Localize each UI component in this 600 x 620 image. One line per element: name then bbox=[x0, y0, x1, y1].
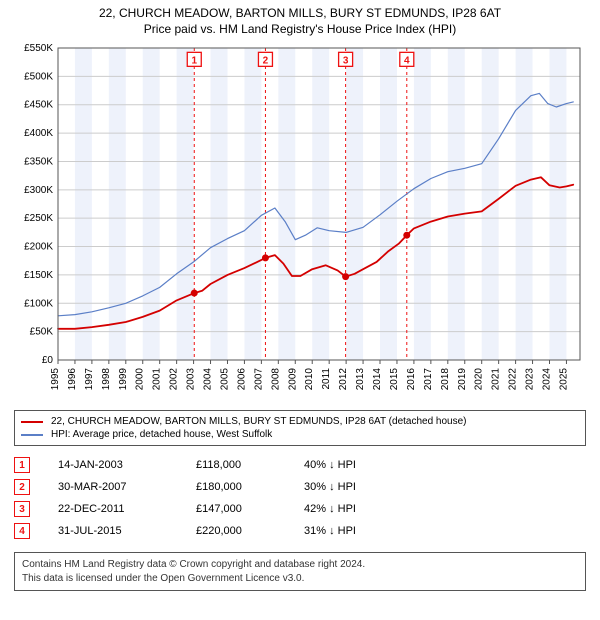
svg-text:2008: 2008 bbox=[270, 368, 281, 391]
svg-text:2016: 2016 bbox=[406, 368, 417, 391]
svg-text:2013: 2013 bbox=[355, 368, 366, 391]
legend-row: 22, CHURCH MEADOW, BARTON MILLS, BURY ST… bbox=[21, 415, 579, 428]
transaction-price: £180,000 bbox=[196, 481, 276, 493]
svg-text:1997: 1997 bbox=[84, 368, 95, 391]
legend-label: HPI: Average price, detached house, West… bbox=[51, 429, 272, 440]
svg-text:£450K: £450K bbox=[24, 100, 53, 111]
svg-text:2003: 2003 bbox=[186, 368, 197, 391]
svg-text:2012: 2012 bbox=[338, 368, 349, 391]
transaction-date: 30-MAR-2007 bbox=[58, 481, 168, 493]
svg-text:1996: 1996 bbox=[67, 368, 78, 391]
svg-text:2021: 2021 bbox=[491, 368, 502, 391]
svg-text:£150K: £150K bbox=[24, 270, 53, 281]
svg-text:4: 4 bbox=[404, 55, 410, 66]
transaction-row: 2 30-MAR-2007 £180,000 30% ↓ HPI bbox=[14, 476, 586, 498]
chart-title-line2: Price paid vs. HM Land Registry's House … bbox=[10, 22, 590, 36]
transaction-marker: 2 bbox=[14, 479, 30, 495]
svg-text:2019: 2019 bbox=[457, 368, 468, 391]
svg-text:2006: 2006 bbox=[236, 368, 247, 391]
svg-text:2005: 2005 bbox=[219, 368, 230, 391]
svg-text:2002: 2002 bbox=[169, 368, 180, 391]
chart-svg: £0 £50K £100K £150K £200K £250K £300K £350K £400… bbox=[14, 42, 586, 402]
svg-text:2022: 2022 bbox=[508, 368, 519, 391]
svg-text:£300K: £300K bbox=[24, 185, 53, 196]
transaction-marker: 3 bbox=[14, 501, 30, 517]
svg-text:2009: 2009 bbox=[287, 368, 298, 391]
svg-text:2000: 2000 bbox=[135, 368, 146, 391]
chart-title-line1: 22, CHURCH MEADOW, BARTON MILLS, BURY ST… bbox=[10, 6, 590, 20]
chart-title-block: 22, CHURCH MEADOW, BARTON MILLS, BURY ST… bbox=[0, 0, 600, 38]
svg-text:2014: 2014 bbox=[372, 368, 383, 391]
svg-text:2011: 2011 bbox=[321, 368, 332, 390]
svg-text:2004: 2004 bbox=[203, 368, 214, 391]
transaction-hpi-delta: 31% ↓ HPI bbox=[304, 525, 394, 537]
svg-text:2017: 2017 bbox=[423, 368, 434, 391]
svg-text:£200K: £200K bbox=[24, 242, 53, 253]
attribution-line1: Contains HM Land Registry data © Crown c… bbox=[22, 558, 578, 572]
svg-text:1: 1 bbox=[191, 55, 197, 66]
svg-text:2: 2 bbox=[263, 55, 269, 66]
transaction-date: 31-JUL-2015 bbox=[58, 525, 168, 537]
transaction-hpi-delta: 40% ↓ HPI bbox=[304, 459, 394, 471]
svg-text:£250K: £250K bbox=[24, 213, 53, 224]
svg-text:£0: £0 bbox=[42, 355, 54, 366]
svg-text:2025: 2025 bbox=[558, 368, 569, 391]
svg-text:3: 3 bbox=[343, 55, 349, 66]
attribution-box: Contains HM Land Registry data © Crown c… bbox=[14, 552, 586, 591]
svg-text:2018: 2018 bbox=[440, 368, 451, 391]
transaction-date: 14-JAN-2003 bbox=[58, 459, 168, 471]
legend-label: 22, CHURCH MEADOW, BARTON MILLS, BURY ST… bbox=[51, 416, 467, 427]
svg-text:2023: 2023 bbox=[525, 368, 536, 391]
transaction-price: £147,000 bbox=[196, 503, 276, 515]
svg-text:£350K: £350K bbox=[24, 156, 53, 167]
svg-text:1998: 1998 bbox=[101, 368, 112, 391]
transaction-hpi-delta: 30% ↓ HPI bbox=[304, 481, 394, 493]
transaction-row: 4 31-JUL-2015 £220,000 31% ↓ HPI bbox=[14, 520, 586, 542]
transaction-hpi-delta: 42% ↓ HPI bbox=[304, 503, 394, 515]
attribution-line2: This data is licensed under the Open Gov… bbox=[22, 572, 578, 586]
svg-text:2001: 2001 bbox=[152, 368, 163, 391]
legend-swatch bbox=[21, 434, 43, 436]
svg-text:£550K: £550K bbox=[24, 43, 53, 54]
svg-text:2020: 2020 bbox=[474, 368, 485, 391]
svg-text:£400K: £400K bbox=[24, 128, 53, 139]
legend-swatch bbox=[21, 421, 43, 423]
transaction-price: £118,000 bbox=[196, 459, 276, 471]
legend: 22, CHURCH MEADOW, BARTON MILLS, BURY ST… bbox=[14, 410, 586, 446]
transactions-table: 1 14-JAN-2003 £118,000 40% ↓ HPI 2 30-MAR-200… bbox=[14, 454, 586, 542]
svg-text:2007: 2007 bbox=[253, 368, 264, 391]
svg-text:2024: 2024 bbox=[541, 368, 552, 391]
svg-text:£500K: £500K bbox=[24, 71, 53, 82]
transaction-marker: 1 bbox=[14, 457, 30, 473]
legend-row: HPI: Average price, detached house, West… bbox=[21, 428, 579, 441]
svg-text:£50K: £50K bbox=[30, 327, 54, 338]
transaction-price: £220,000 bbox=[196, 525, 276, 537]
svg-text:£100K: £100K bbox=[24, 298, 53, 309]
svg-text:2010: 2010 bbox=[304, 368, 315, 391]
transaction-marker: 4 bbox=[14, 523, 30, 539]
transaction-date: 22-DEC-2011 bbox=[58, 503, 168, 515]
transaction-row: 3 22-DEC-2011 £147,000 42% ↓ HPI bbox=[14, 498, 586, 520]
chart: £0 £50K £100K £150K £200K £250K £300K £350K £400… bbox=[14, 42, 586, 402]
svg-text:1995: 1995 bbox=[50, 368, 61, 391]
svg-text:2015: 2015 bbox=[389, 368, 400, 391]
svg-text:1999: 1999 bbox=[118, 368, 129, 391]
transaction-row: 1 14-JAN-2003 £118,000 40% ↓ HPI bbox=[14, 454, 586, 476]
